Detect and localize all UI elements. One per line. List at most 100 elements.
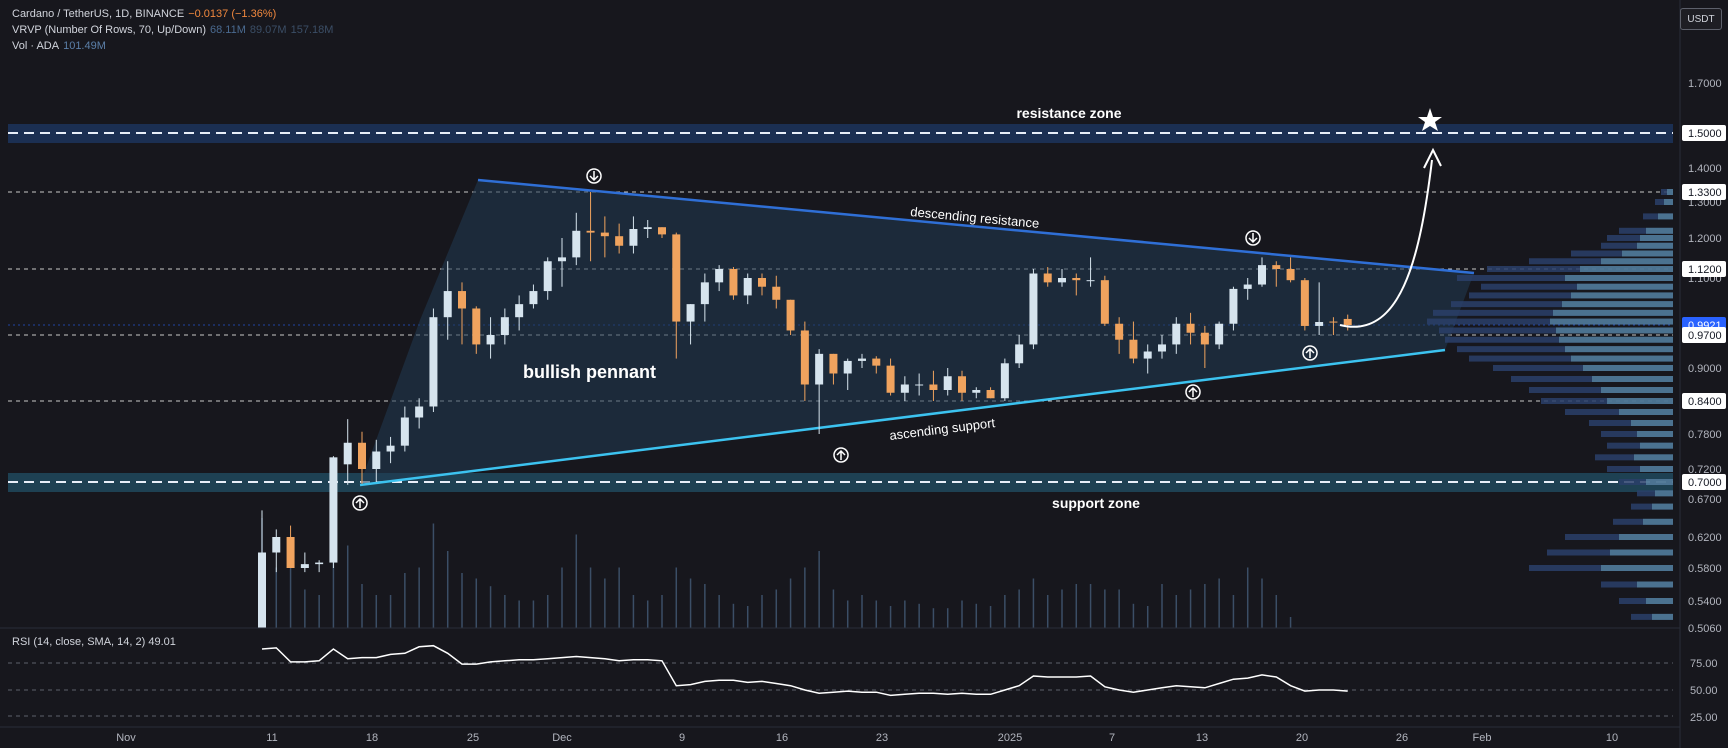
candle-body	[1086, 280, 1095, 282]
pennant-fill	[360, 180, 1474, 484]
vrvp-row-up	[1565, 346, 1673, 353]
candle-body	[258, 552, 266, 628]
vrvp-row-up	[1553, 309, 1673, 316]
price-tick-label: 1.4000	[1688, 163, 1722, 175]
vrvp-row-up	[1592, 376, 1673, 382]
candle-body	[772, 286, 781, 300]
candle-body	[672, 234, 681, 322]
price-highlight-bg	[1682, 393, 1726, 409]
resistance-zone-label: resistance zone	[1016, 105, 1121, 121]
volume-profile	[1427, 189, 1673, 620]
price-highlight-label: 1.5000	[1688, 128, 1722, 140]
candle-body	[1243, 284, 1252, 289]
price-highlight-bg	[1682, 125, 1726, 141]
vrvp-row-up	[1652, 503, 1673, 510]
price-tick-label: 0.6200	[1688, 532, 1722, 544]
price-highlight-label: 1.1200	[1688, 264, 1722, 276]
symbol-legend[interactable]: Cardano / TetherUS, 1D, BINANCE −0.0137 (…	[12, 8, 276, 20]
candle-body	[1129, 339, 1138, 359]
currency-button[interactable]: USDT	[1680, 8, 1722, 30]
candle-body	[643, 227, 652, 229]
vrvp-row-up	[1640, 235, 1673, 241]
vrvp-row-up	[1571, 355, 1673, 362]
price-tick-label: 0.5060	[1688, 623, 1722, 635]
price-change: −0.0137 (−1.36%)	[188, 8, 277, 20]
candle-body	[500, 317, 509, 335]
candle-body	[629, 229, 638, 246]
candle-body	[315, 562, 324, 565]
vrvp-legend[interactable]: VRVP (Number Of Rows, 70, Up/Down) 68.11M…	[12, 24, 333, 36]
volume-legend[interactable]: Vol · ADA 101.49M	[12, 40, 106, 52]
candle-body	[372, 451, 381, 469]
candle-body	[1315, 321, 1324, 326]
candle-body	[900, 384, 909, 393]
candle-body	[600, 232, 609, 237]
price-tick-label: 0.5400	[1688, 596, 1722, 608]
vrvp-row-up	[1622, 250, 1673, 257]
candle-body	[1058, 278, 1066, 283]
vrvp-row-up	[1646, 227, 1673, 234]
candle-body	[1215, 323, 1224, 345]
vrvp-row-up	[1619, 409, 1673, 415]
price-tick-label: 1.7000	[1688, 78, 1722, 90]
candle-body	[1229, 288, 1238, 324]
candle-body	[1343, 318, 1352, 325]
vrvp-row-up	[1631, 420, 1673, 426]
rsi-tick-label: 75.00	[1690, 658, 1718, 670]
projection-arrow-path	[1339, 159, 1433, 328]
vrvp-row-up	[1556, 327, 1673, 334]
price-highlight-bg	[1682, 184, 1726, 200]
time-tick-label: 9	[679, 732, 685, 744]
candle-body	[1200, 332, 1209, 345]
candle-body	[1143, 351, 1152, 359]
vrvp-row-up	[1571, 292, 1673, 299]
time-tick-label: Dec	[552, 732, 572, 744]
candle-body	[1258, 265, 1266, 285]
candle-body	[729, 269, 738, 296]
price-tick-label: 0.6700	[1688, 494, 1722, 506]
time-axis[interactable]: Nov 11 18 25 Dec 9 16 23 2025 7 13 20 26 Feb 10	[116, 732, 1618, 744]
vrvp-label: VRVP (Number Of Rows, 70, Up/Down)	[12, 24, 206, 36]
candle-body	[1272, 265, 1281, 269]
rsi-line	[261, 644, 1348, 697]
time-tick-label: Nov	[116, 732, 136, 744]
vrvp-row-up	[1637, 242, 1673, 249]
candle-body	[929, 384, 938, 390]
time-tick-label: 25	[467, 732, 479, 744]
time-tick-label: 13	[1196, 732, 1208, 744]
time-tick-label: 23	[876, 732, 888, 744]
time-tick-label: 10	[1606, 732, 1618, 744]
candle-body	[686, 304, 695, 322]
candle-body	[400, 417, 409, 446]
price-highlight-label: 0.7000	[1688, 477, 1722, 489]
time-tick-label: 11	[266, 732, 277, 744]
vrvp-row-up	[1640, 442, 1673, 449]
price-tick-label: 0.5800	[1688, 563, 1722, 575]
candle-body	[1286, 269, 1295, 281]
vrvp-row-up	[1646, 598, 1673, 604]
price-highlight-bg	[1682, 261, 1726, 277]
vrvp-value-total: 157.18M	[290, 24, 334, 36]
candle-body	[815, 353, 824, 385]
projection-arrowhead	[1423, 147, 1442, 169]
rsi-legend[interactable]: RSI (14, close, SMA, 14, 2) 49.01	[12, 636, 176, 648]
time-tick-label: 16	[776, 732, 788, 744]
rsi-axis[interactable]: 75.00 50.00 25.00	[1690, 658, 1718, 724]
candle-body	[958, 376, 966, 393]
candle-body	[986, 390, 995, 399]
candle-body	[1072, 278, 1081, 281]
candle-body	[1015, 344, 1024, 364]
candle-body	[586, 230, 595, 233]
candle-body	[800, 330, 809, 385]
candle-body	[1172, 323, 1181, 345]
candle-body	[572, 230, 581, 258]
candle-body	[615, 236, 624, 246]
vrvp-row-up	[1580, 266, 1673, 272]
vrvp-row-up	[1550, 318, 1673, 325]
candle-body	[972, 390, 981, 393]
candle-body	[343, 442, 352, 465]
candle-body	[758, 278, 766, 287]
vrvp-row-up	[1619, 534, 1673, 540]
price-axis[interactable]: 1.70001.40001.30001.20001.10000.90000.78…	[1682, 78, 1726, 635]
